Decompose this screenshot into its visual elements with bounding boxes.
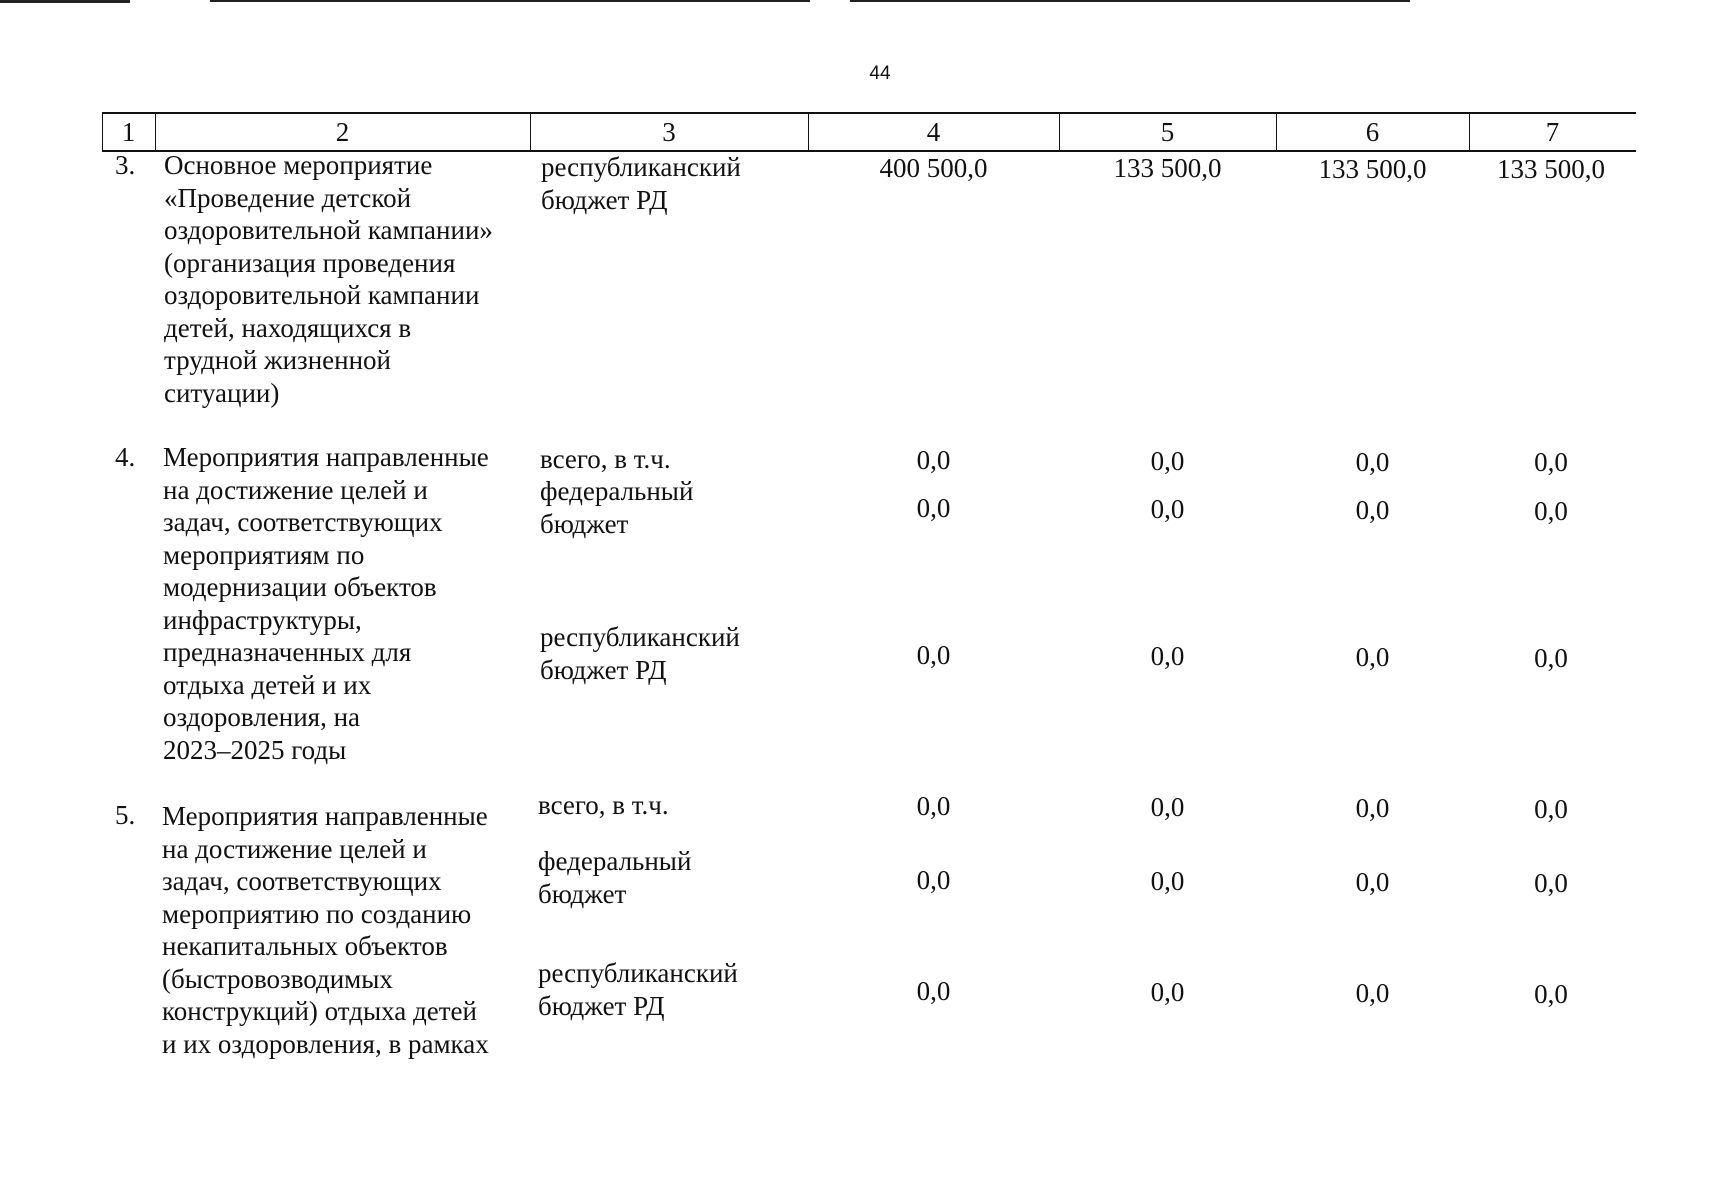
value-cell: 0,0 bbox=[1355, 978, 1390, 1008]
column-divider bbox=[1276, 114, 1277, 150]
column-divider bbox=[1059, 114, 1060, 150]
value-cell: 0,0 bbox=[1355, 447, 1390, 477]
value-cell: 400 500,0 bbox=[879, 153, 988, 183]
value-cell: 0,0 bbox=[1534, 868, 1568, 898]
value-cell: 0,0 bbox=[1150, 977, 1185, 1007]
value-cell: 0,0 bbox=[916, 791, 951, 821]
value-cell: 0,0 bbox=[916, 865, 951, 895]
funding-source-label: федеральный бюджет bbox=[540, 476, 694, 539]
row-number: 3. bbox=[115, 150, 136, 180]
value-cell: 0,0 bbox=[1150, 792, 1185, 822]
value-cell: 0,0 bbox=[916, 640, 951, 670]
funding-source-label: федеральный бюджет bbox=[538, 846, 692, 909]
value-cell: 0,0 bbox=[1150, 641, 1185, 671]
funding-source-label: республиканский бюджет РД bbox=[541, 152, 741, 215]
value-cell: 0,0 bbox=[1355, 495, 1390, 525]
value-cell: 133 500,0 bbox=[1113, 153, 1222, 183]
value-cell: 0,0 bbox=[1150, 866, 1185, 896]
header-bottom-rule bbox=[102, 150, 1636, 152]
row-name: Основное мероприятие «Проведение детской… bbox=[164, 150, 493, 408]
funding-source-label: республиканский бюджет РД bbox=[538, 958, 738, 1021]
value-cell: 0,0 bbox=[916, 976, 951, 1006]
value-cell: 0,0 bbox=[1355, 867, 1390, 897]
row-number: 4. bbox=[115, 442, 136, 472]
value-cell: 0,0 bbox=[1534, 979, 1568, 1009]
column-divider bbox=[530, 114, 531, 150]
column-divider bbox=[102, 114, 103, 150]
header-top-rule bbox=[102, 112, 1636, 114]
value-cell: 0,0 bbox=[1150, 494, 1185, 524]
column-header: 1 bbox=[121, 117, 136, 147]
column-header: 7 bbox=[1545, 117, 1560, 147]
row-name: Мероприятия направленные на достижение ц… bbox=[163, 442, 489, 765]
column-divider bbox=[808, 114, 809, 150]
column-header: 5 bbox=[1160, 117, 1175, 147]
column-divider bbox=[1469, 114, 1470, 150]
funding-source-label: республиканский бюджет РД bbox=[540, 622, 740, 685]
value-cell: 0,0 bbox=[916, 445, 951, 475]
scan-edge-line bbox=[850, 0, 1410, 2]
scan-edge-line bbox=[0, 0, 130, 3]
column-header: 3 bbox=[662, 117, 676, 147]
value-cell: 133 500,0 bbox=[1318, 154, 1427, 184]
page-number: 44 bbox=[869, 63, 891, 84]
row-name: Мероприятия направленные на достижение ц… bbox=[162, 801, 489, 1059]
value-cell: 0,0 bbox=[1534, 794, 1568, 824]
value-cell: 0,0 bbox=[1534, 643, 1568, 673]
funding-source-label: всего, в т.ч. bbox=[538, 790, 669, 820]
value-cell: 0,0 bbox=[1355, 642, 1390, 672]
value-cell: 0,0 bbox=[916, 493, 951, 523]
column-header: 6 bbox=[1365, 117, 1380, 147]
scan-edge-line bbox=[210, 0, 810, 2]
column-divider bbox=[155, 114, 156, 150]
value-cell: 0,0 bbox=[1150, 446, 1185, 476]
column-header: 4 bbox=[926, 117, 941, 147]
value-cell: 0,0 bbox=[1534, 447, 1568, 477]
column-header: 2 bbox=[335, 117, 350, 147]
value-cell: 0,0 bbox=[1355, 793, 1390, 823]
row-number: 5. bbox=[115, 800, 136, 830]
funding-source-label: всего, в т.ч. bbox=[540, 444, 671, 474]
value-cell: 0,0 bbox=[1534, 496, 1568, 526]
value-cell: 133 500,0 bbox=[1497, 154, 1605, 184]
